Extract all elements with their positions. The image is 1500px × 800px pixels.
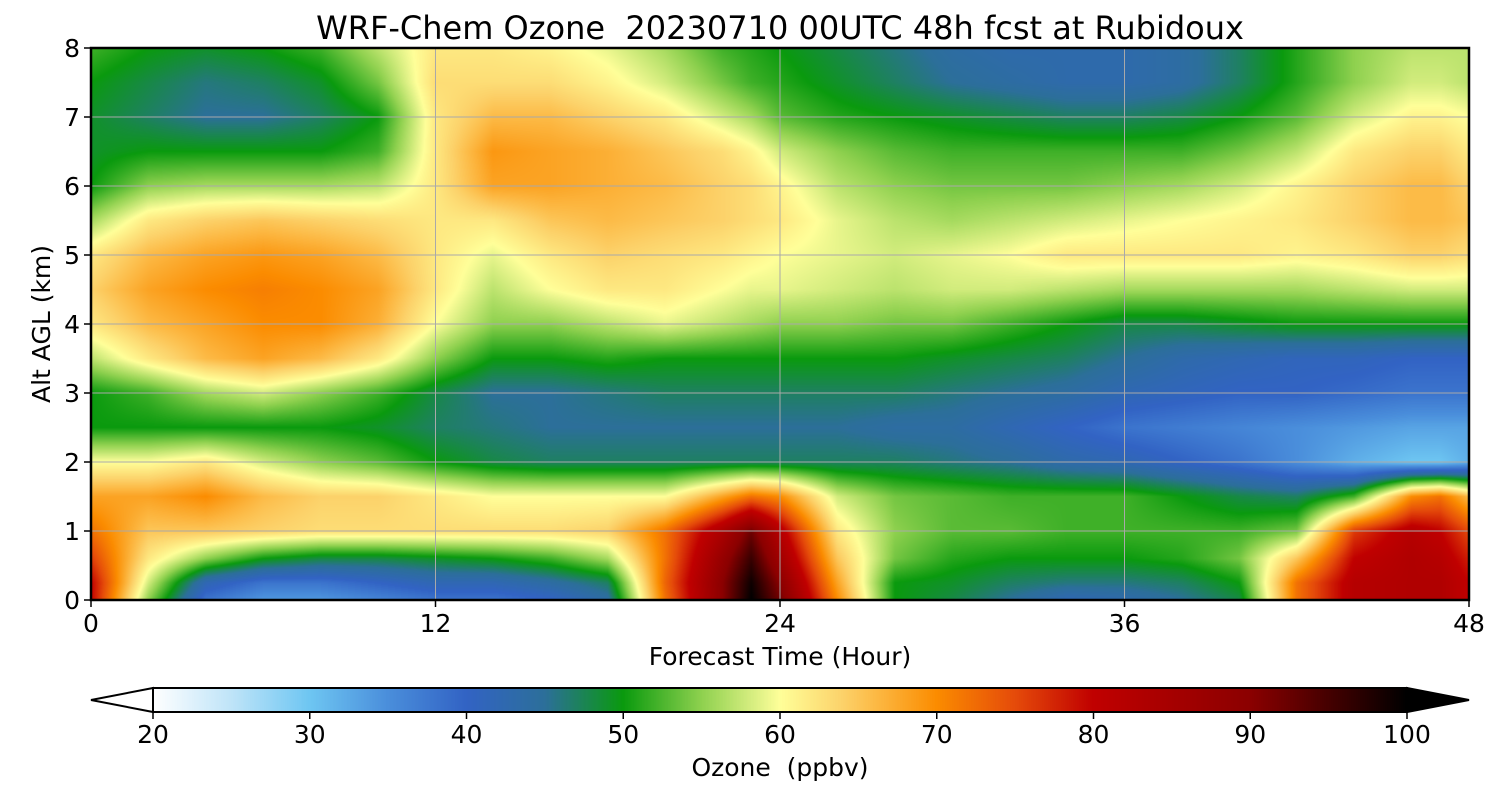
x-axis-label: Forecast Time (Hour) xyxy=(649,642,912,671)
colorbar-tick-label: 100 xyxy=(1383,720,1431,749)
colorbar-tick-label: 20 xyxy=(137,720,169,749)
colorbar-tick-label: 60 xyxy=(764,720,796,749)
y-tick-label: 8 xyxy=(64,34,80,63)
x-tick-label: 36 xyxy=(1109,609,1141,638)
colorbar-tick-label: 30 xyxy=(294,720,326,749)
y-tick-label: 4 xyxy=(64,310,80,339)
colorbar-label: Ozone (ppbv) xyxy=(691,753,868,782)
x-axis-ticks: 0 12 24 36 48 xyxy=(83,600,1485,638)
y-axis-ticks: 0 1 2 3 4 5 6 7 8 xyxy=(64,34,91,615)
chart-title: WRF-Chem Ozone 20230710 00UTC 48h fcst a… xyxy=(316,9,1244,47)
colorbar: 20 30 40 50 60 70 80 90 100 Ozone (ppbv) xyxy=(90,686,1470,782)
colorbar-tick-label: 70 xyxy=(921,720,953,749)
colorbar-tick-label: 50 xyxy=(607,720,639,749)
grid-lines xyxy=(91,48,1469,600)
y-tick-label: 1 xyxy=(64,517,80,546)
x-tick-label: 0 xyxy=(83,609,99,638)
y-tick-label: 7 xyxy=(64,103,80,132)
x-tick-label: 48 xyxy=(1453,609,1485,638)
y-axis-label: Alt AGL (km) xyxy=(27,245,56,403)
y-tick-label: 5 xyxy=(64,241,80,270)
colorbar-ticks: 20 30 40 50 60 70 80 90 100 xyxy=(137,712,1431,749)
colorbar-extend-high xyxy=(1406,686,1470,714)
colorbar-gradient xyxy=(153,688,1407,712)
x-tick-label: 12 xyxy=(420,609,452,638)
y-tick-label: 2 xyxy=(64,448,80,477)
y-tick-label: 3 xyxy=(64,379,80,408)
colorbar-tick-label: 90 xyxy=(1234,720,1266,749)
x-tick-label: 24 xyxy=(764,609,796,638)
y-tick-label: 0 xyxy=(64,586,80,615)
y-tick-label: 6 xyxy=(64,172,80,201)
colorbar-tick-label: 80 xyxy=(1078,720,1110,749)
colorbar-extend-low xyxy=(90,686,154,714)
colorbar-tick-label: 40 xyxy=(451,720,483,749)
